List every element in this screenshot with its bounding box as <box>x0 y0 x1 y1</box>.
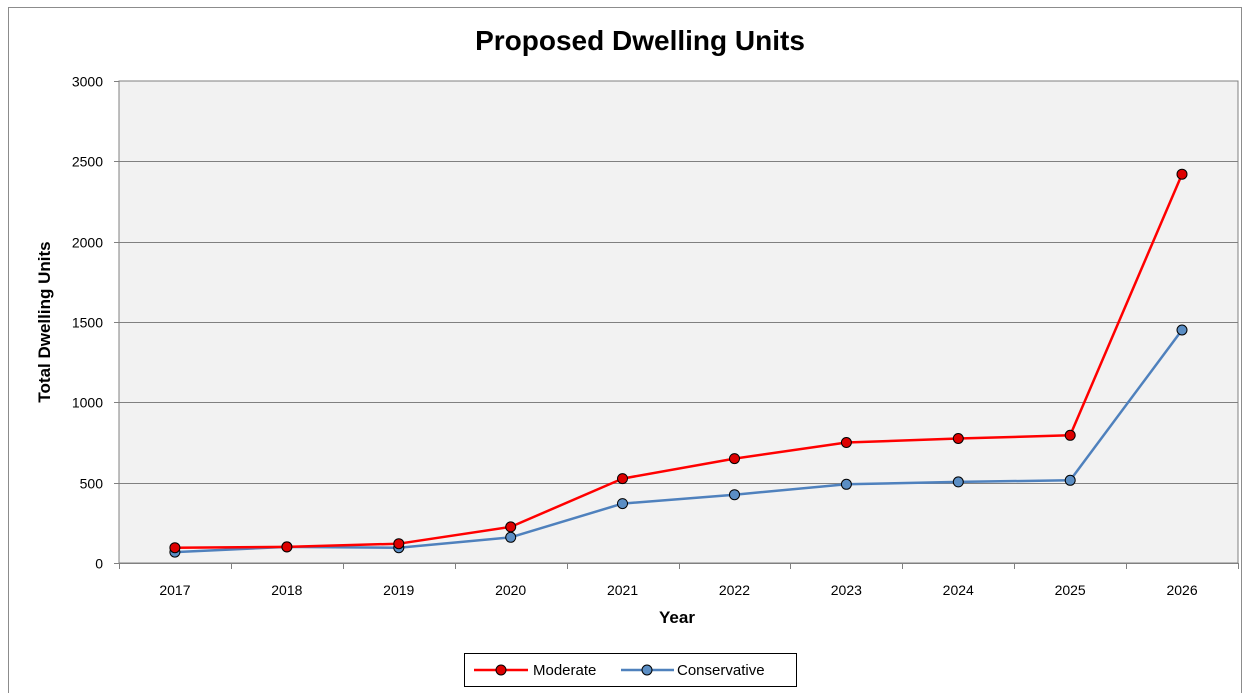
legend-moderate-label: Moderate <box>533 662 596 679</box>
x-tick-label: 2019 <box>383 582 414 598</box>
y-tick-label: 1500 <box>72 315 103 331</box>
series-layer <box>169 168 1188 558</box>
data-point-moderate <box>393 538 405 550</box>
data-point-conservative <box>729 489 740 501</box>
data-point-conservative <box>840 478 852 490</box>
data-point-conservative <box>1176 324 1188 336</box>
data-point-conservative <box>505 531 517 543</box>
x-tick-label: 2022 <box>719 582 750 598</box>
data-point-moderate <box>505 521 517 533</box>
chart-title: Proposed Dwelling Units <box>475 25 805 56</box>
x-tick-label: 2023 <box>831 582 862 598</box>
x-tick-label: 2018 <box>271 582 302 598</box>
x-tick-label: 2025 <box>1055 582 1086 598</box>
x-tick-label: 2024 <box>943 582 974 598</box>
y-tick-label: 3000 <box>72 74 103 90</box>
y-tick-label: 1000 <box>72 395 103 411</box>
x-tick-label: 2020 <box>495 582 526 598</box>
legend: Moderate Conservative <box>464 653 797 687</box>
y-axis-title: Total Dwelling Units <box>35 241 54 402</box>
data-point-moderate <box>952 433 964 444</box>
data-point-moderate <box>1176 168 1188 180</box>
data-point-moderate <box>169 542 181 554</box>
series-line-moderate <box>174 173 1184 549</box>
y-axis-ticks: 0 500 1000 1500 2000 2500 3000 <box>72 74 119 572</box>
y-tick-label: 2500 <box>72 154 103 170</box>
x-axis-ticks: 2017 2018 2019 2020 2021 2022 2023 2024 2025 2026 <box>119 563 1239 598</box>
data-point-moderate <box>281 541 293 553</box>
y-tick-label: 0 <box>95 556 103 572</box>
x-tick-label: 2021 <box>607 582 638 598</box>
legend-moderate-marker <box>495 664 507 676</box>
series-line-conservative <box>174 329 1184 554</box>
data-point-moderate <box>1064 429 1076 441</box>
data-point-conservative <box>1064 474 1076 486</box>
y-tick-label: 500 <box>80 476 104 492</box>
data-point-moderate <box>617 473 628 485</box>
data-point-moderate <box>729 453 740 465</box>
data-point-conservative <box>617 498 628 510</box>
x-tick-label: 2026 <box>1166 582 1197 598</box>
x-axis-title: Year <box>659 608 695 627</box>
legend-conservative-marker <box>641 664 653 676</box>
x-tick-label: 2017 <box>159 582 190 598</box>
y-tick-label: 2000 <box>72 235 103 251</box>
data-point-conservative <box>952 476 964 488</box>
data-point-moderate <box>840 437 852 448</box>
legend-conservative-label: Conservative <box>677 662 765 679</box>
gridlines <box>119 161 1238 484</box>
